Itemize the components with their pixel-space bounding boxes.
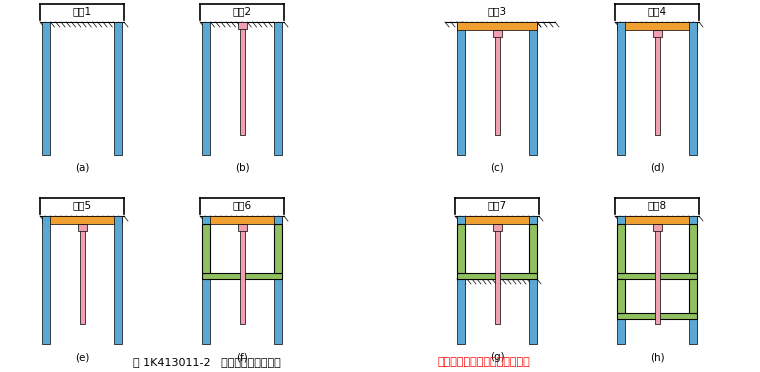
Text: 步骤4: 步骤4 [648,6,667,16]
Bar [689,22,697,155]
Bar [457,273,537,279]
Text: (d): (d) [650,163,664,173]
Bar [689,279,697,313]
Text: (b): (b) [235,163,249,173]
Text: (h): (h) [650,352,664,362]
Bar [617,313,697,319]
Bar [114,216,122,344]
Bar [42,216,50,344]
Bar [42,22,50,155]
Bar [653,224,662,231]
Text: 步骤5: 步骤5 [72,200,91,210]
Bar [457,22,465,155]
Bar [202,273,282,279]
Bar [495,30,500,135]
Text: 图 1K413011-2   盖挖逆作法施工流程: 图 1K413011-2 盖挖逆作法施工流程 [133,357,280,367]
Bar [617,216,625,344]
Bar [617,216,697,224]
Text: (a): (a) [74,163,89,173]
Bar [202,22,210,155]
Bar [457,22,537,30]
Bar [617,224,625,273]
Bar [617,279,625,313]
Bar [617,273,697,279]
Text: 步骤1: 步骤1 [72,6,91,16]
Bar [274,224,282,273]
Text: (e): (e) [74,352,89,362]
Bar [617,22,625,155]
Bar [457,216,465,344]
Bar [617,22,697,30]
Bar [529,22,537,155]
Bar [114,22,122,155]
Text: 步骤2: 步骤2 [233,6,252,16]
Text: (f): (f) [236,352,248,362]
Text: （土方、结构均由上至下施工）: （土方、结构均由上至下施工） [437,357,530,367]
Bar [457,216,537,224]
Bar [493,30,502,37]
Bar [42,216,122,224]
Bar [238,22,247,29]
Bar [689,224,697,273]
Bar [655,224,660,324]
Bar [202,224,210,273]
Bar [653,30,662,37]
Bar [689,216,697,344]
Bar [80,224,85,324]
Bar [78,224,87,231]
Bar [493,224,502,231]
Bar [495,224,500,324]
Text: 步骤6: 步骤6 [233,200,252,210]
Bar [202,216,282,224]
Bar [457,224,465,273]
Bar [529,224,537,273]
Bar [240,224,245,324]
Text: 步骤8: 步骤8 [648,200,667,210]
Text: 步骤3: 步骤3 [487,6,507,16]
Bar [240,22,245,135]
Bar [238,224,247,231]
Text: (c): (c) [490,163,504,173]
Bar [202,216,210,344]
Bar [655,30,660,135]
Bar [529,216,537,344]
Bar [274,22,282,155]
Bar [274,216,282,344]
Text: 步骤7: 步骤7 [487,200,507,210]
Text: (g): (g) [489,352,505,362]
